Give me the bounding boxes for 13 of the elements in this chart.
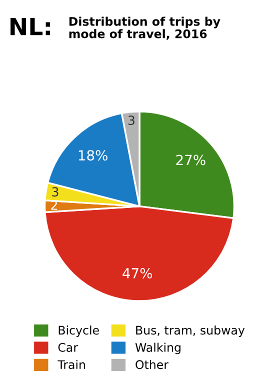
- legend-label: Bicycle: [58, 326, 99, 337]
- data-label: 47%: [122, 268, 152, 278]
- chart-title: NL:: [10, 18, 50, 36]
- data-label: 3: [52, 187, 58, 197]
- legend-label: Car: [58, 342, 78, 352]
- data-label: 3: [128, 116, 134, 126]
- data-label: 18%: [78, 150, 108, 161]
- legend-label: Train: [58, 360, 85, 370]
- legend-label: Bus, tram, subway: [136, 326, 245, 337]
- data-label: 27%: [176, 154, 206, 166]
- chart-subtitle: Distribution of trips by mode of travel, 2016: [69, 16, 220, 40]
- legend-label: Other: [136, 360, 168, 370]
- legend-label: Walking: [135, 342, 180, 354]
